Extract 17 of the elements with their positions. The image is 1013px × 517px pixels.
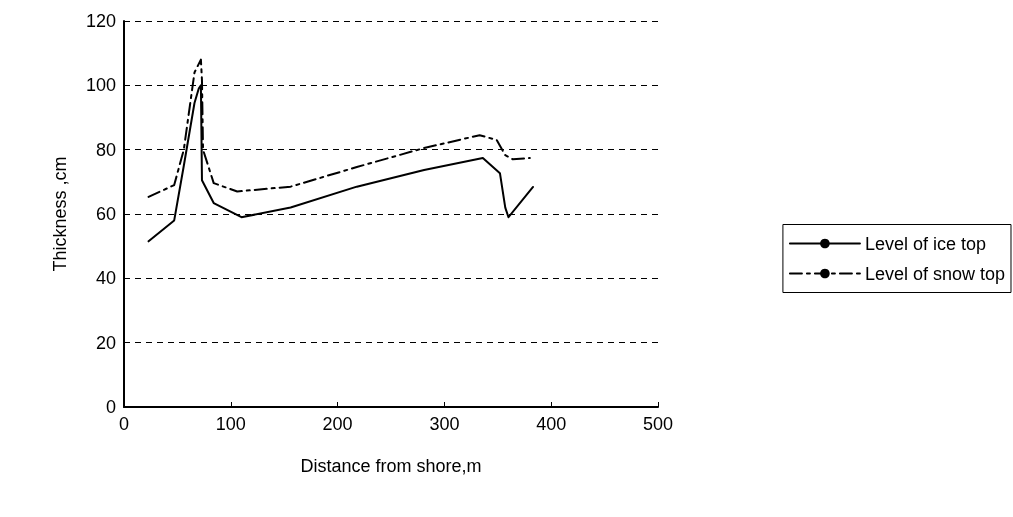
x-tick-label: 500 [642,414,674,434]
y-tick-label: 60 [95,204,116,224]
x-axis-title: Distance from shore,m [300,456,482,476]
x-tick-label: 200 [322,414,353,434]
y-axis-title: Thickness ,cm [50,156,70,272]
y-tick-label: 80 [95,139,116,160]
y-tick-label: 100 [85,75,116,96]
y-tick-label: 40 [95,268,116,289]
y-tick-label: 120 [85,11,116,31]
x-tick-label: 0 [118,414,130,434]
legend-label: Level of snow top [864,263,1005,284]
x-tick-label: 400 [536,414,567,434]
x-tick-label: 100 [215,414,246,434]
y-tick-label: 20 [95,332,116,353]
legend-label: Level of ice top [864,233,986,254]
x-tick-label: 300 [429,414,460,434]
y-tick-label: 0 [105,397,116,417]
